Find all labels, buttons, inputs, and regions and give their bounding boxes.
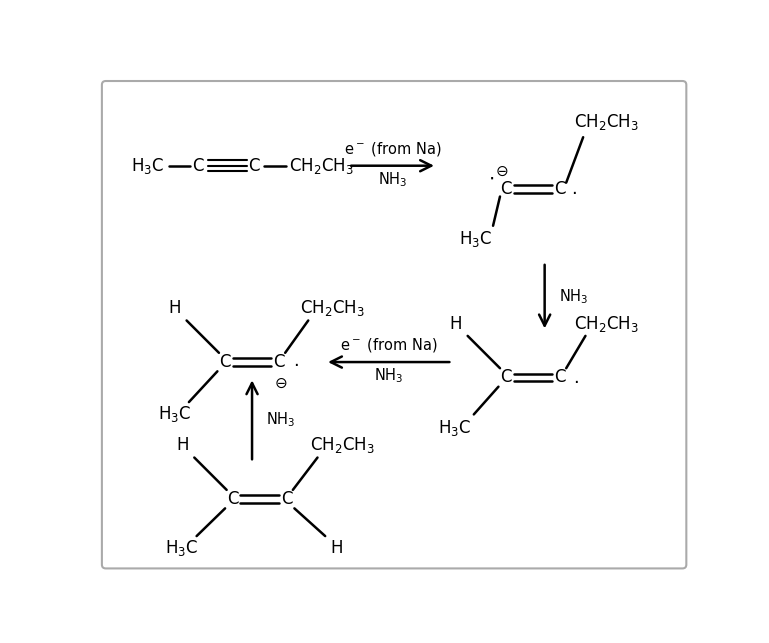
Text: C: C	[227, 490, 238, 508]
Text: H$_3$C: H$_3$C	[131, 156, 165, 176]
Text: CH$_2$CH$_3$: CH$_2$CH$_3$	[574, 314, 639, 334]
Text: C: C	[554, 368, 566, 386]
Text: H: H	[177, 436, 189, 454]
FancyBboxPatch shape	[102, 81, 686, 568]
Text: $\ominus$: $\ominus$	[494, 165, 508, 179]
Text: H$_3$C: H$_3$C	[158, 404, 191, 424]
Text: C: C	[273, 353, 285, 371]
Text: CH$_2$CH$_3$: CH$_2$CH$_3$	[574, 112, 639, 132]
Text: CH$_2$CH$_3$: CH$_2$CH$_3$	[289, 156, 354, 176]
Text: e$^-$ (from Na): e$^-$ (from Na)	[340, 336, 438, 354]
Text: $\ominus$: $\ominus$	[274, 376, 288, 391]
Text: CH$_2$CH$_3$: CH$_2$CH$_3$	[311, 435, 375, 455]
Text: C: C	[554, 180, 566, 198]
Text: C: C	[248, 157, 260, 175]
Text: C: C	[219, 353, 231, 371]
Text: CH$_2$CH$_3$: CH$_2$CH$_3$	[301, 298, 365, 318]
Text: $\cdot$: $\cdot$	[293, 354, 299, 372]
Text: NH$_3$: NH$_3$	[378, 170, 408, 189]
Text: e$^-$ (from Na): e$^-$ (from Na)	[344, 140, 442, 158]
Text: H$_3$C: H$_3$C	[438, 417, 471, 437]
Text: H: H	[450, 314, 462, 332]
Text: C: C	[281, 490, 292, 508]
Text: NH$_3$: NH$_3$	[266, 410, 295, 429]
Text: C: C	[192, 157, 204, 175]
Text: H$_3$C: H$_3$C	[459, 229, 492, 249]
Text: H: H	[331, 539, 343, 557]
Text: NH$_3$: NH$_3$	[375, 367, 404, 385]
Text: C: C	[501, 368, 512, 386]
Text: $\cdot$: $\cdot$	[573, 372, 578, 390]
Text: H$_3$C: H$_3$C	[165, 538, 198, 558]
Text: $\cdot$: $\cdot$	[488, 168, 494, 188]
Text: H: H	[169, 299, 181, 317]
Text: C: C	[501, 180, 512, 198]
Text: NH$_3$: NH$_3$	[558, 287, 588, 306]
Text: $\cdot$: $\cdot$	[571, 183, 577, 201]
